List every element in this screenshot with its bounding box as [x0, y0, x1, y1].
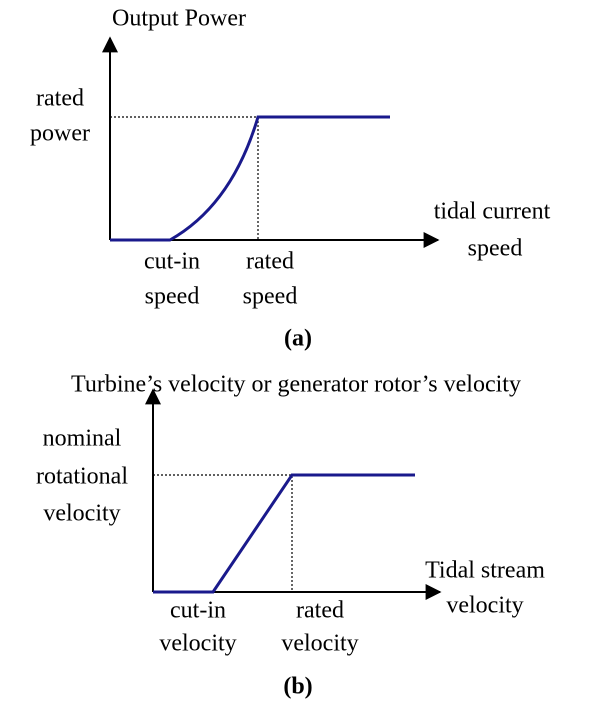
panel-b: Turbine’s velocity or generator rotor’s …	[36, 372, 545, 700]
x-marker: velocity	[159, 631, 236, 657]
x-marker: rated	[246, 249, 294, 275]
guide-lines	[153, 474, 293, 592]
y-axis-label: Output Power	[112, 6, 246, 32]
caption: (b)	[283, 674, 312, 700]
y-marker: nominal	[43, 426, 122, 452]
y-marker: power	[30, 121, 90, 147]
velocity-curve	[153, 473, 415, 594]
y-axis-label: Turbine’s velocity or generator rotor’s …	[71, 372, 521, 398]
y-marker: velocity	[43, 501, 120, 527]
x-marker: rated	[296, 598, 344, 624]
caption: (a)	[284, 326, 312, 352]
guide-lines	[110, 116, 259, 240]
x-marker: cut-in	[144, 249, 200, 275]
x-marker: velocity	[281, 631, 358, 657]
power-curve	[110, 115, 390, 242]
panel-a: Output Power rated power tidal current s…	[30, 6, 551, 352]
x-axis-label: Tidal stream	[425, 558, 545, 584]
y-marker: rated	[36, 86, 84, 112]
y-marker: rotational	[36, 464, 128, 490]
x-marker: speed	[243, 284, 298, 310]
x-axis-label: speed	[468, 236, 523, 262]
x-marker: cut-in	[170, 598, 226, 624]
x-axis-label: tidal current	[434, 199, 551, 225]
x-axis-label: velocity	[446, 593, 523, 619]
x-marker: speed	[145, 284, 200, 310]
